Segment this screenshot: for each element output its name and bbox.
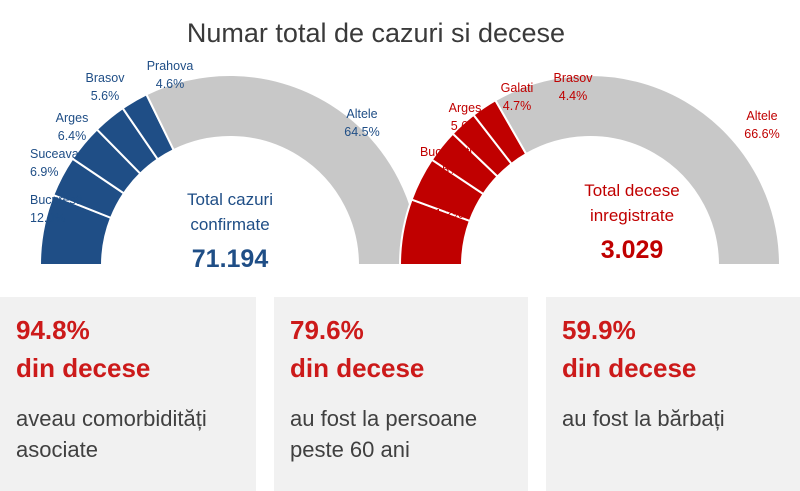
segment-label-brasov: Brasov 4.4% xyxy=(554,71,594,103)
segment-label-suceava: Suceava 11.2% xyxy=(422,189,471,221)
stat-percent: 79.6% xyxy=(290,315,364,345)
segment-label-arges: Arges 5.6% xyxy=(449,101,482,133)
stat-card-comorbidities: 94.8% din decese aveau comorbidități aso… xyxy=(0,297,256,491)
segment-category: Altele xyxy=(746,109,777,123)
segment-label-galati: Galati 4.7% xyxy=(501,81,534,113)
gauge-charts: Bucuresti 12.0% Suceava 6.9% Arges 6.4% Brasov… xyxy=(30,59,782,273)
segment-label-bucuresti: Bucuresti 12.0% xyxy=(30,193,82,225)
segment-value: 7.5% xyxy=(432,163,461,177)
segment-category: Galati xyxy=(501,81,534,95)
segment-label-prahova: Prahova 4.6% xyxy=(147,59,194,91)
segment-value: 66.6% xyxy=(744,127,779,141)
segment-label-arges: Arges 6.4% xyxy=(56,111,89,143)
center-label-line2: confirmate xyxy=(190,215,269,234)
segment-category: Suceava xyxy=(422,189,471,203)
stat-percent: 94.8% xyxy=(16,315,90,345)
stat-heading: din decese xyxy=(562,353,697,383)
gauge-segment-altele xyxy=(493,74,782,266)
center-label-line2: inregistrate xyxy=(590,206,674,225)
gauge-1: Bucuresti 12.0% Suceava 6.9% Arges 6.4% Brasov… xyxy=(30,59,422,273)
segment-category: Altele xyxy=(346,107,377,121)
stat-heading: din decese xyxy=(16,353,151,383)
segment-category: Brasov xyxy=(86,71,126,85)
stat-description: au fost la bărbați xyxy=(562,406,725,431)
stat-heading: din decese xyxy=(290,353,425,383)
stat-percent: 59.9% xyxy=(562,315,636,345)
segment-category: Suceava xyxy=(30,147,79,161)
segment-category: Bucuresti xyxy=(30,193,82,207)
segment-value: 4.4% xyxy=(559,89,588,103)
segment-value: 5.6% xyxy=(451,119,480,133)
segment-category: Bucuresti xyxy=(420,145,472,159)
center-label-line1: Total decese xyxy=(584,181,679,200)
gauge-2: Suceava 11.2% Bucuresti 7.5% Arges 5.6% Galati… xyxy=(398,71,782,266)
stat-description: aveau comorbidități asociate xyxy=(16,406,207,462)
segment-value: 6.9% xyxy=(30,165,59,179)
segment-label-altele: Altele 64.5% xyxy=(344,107,379,139)
center-label-line1: Total cazuri xyxy=(187,190,273,209)
segment-value: 4.7% xyxy=(503,99,532,113)
segment-label-altele: Altele 66.6% xyxy=(744,109,779,141)
segment-category: Brasov xyxy=(554,71,594,85)
chart-title: Numar total de cazuri si decese xyxy=(186,18,566,48)
segment-value: 6.4% xyxy=(58,129,87,143)
segment-value: 12.0% xyxy=(30,211,65,225)
segment-category: Arges xyxy=(56,111,89,125)
segment-category: Arges xyxy=(449,101,482,115)
stat-card-age: 79.6% din decese au fost la persoane pes… xyxy=(274,297,528,491)
segment-label-bucuresti: Bucuresti 7.5% xyxy=(420,145,472,177)
segment-category: Prahova xyxy=(147,59,194,73)
stat-card-gender: 59.9% din decese au fost la bărbați xyxy=(546,297,800,491)
stat-description: au fost la persoane peste 60 ani xyxy=(290,406,478,462)
segment-label-brasov: Brasov 5.6% xyxy=(86,71,126,103)
segment-value: 4.6% xyxy=(156,77,185,91)
segment-value: 64.5% xyxy=(344,125,379,139)
center-value: 3.029 xyxy=(601,236,664,264)
center-value: 71.194 xyxy=(192,245,269,273)
segment-label-suceava: Suceava 6.9% xyxy=(30,147,79,179)
segment-value: 11.2% xyxy=(429,207,464,221)
segment-value: 5.6% xyxy=(91,89,120,103)
gauge-segment-altele xyxy=(145,74,422,266)
